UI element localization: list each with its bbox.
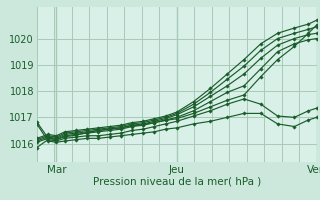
X-axis label: Pression niveau de la mer( hPa ): Pression niveau de la mer( hPa ) (93, 176, 261, 186)
